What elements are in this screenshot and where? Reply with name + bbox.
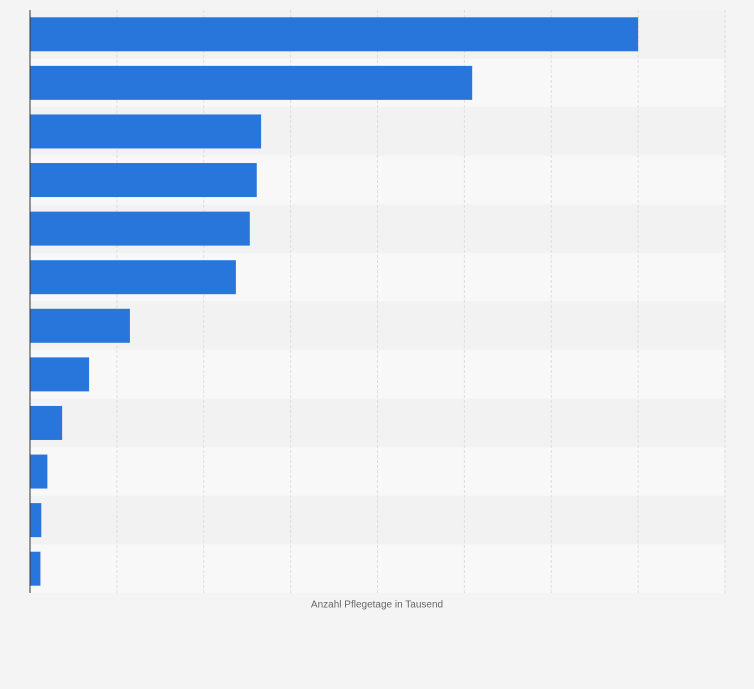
bar — [30, 65, 473, 100]
bar — [30, 163, 257, 198]
bar — [30, 17, 639, 52]
x-axis-label: Anzahl Pflegetage in Tausend — [311, 600, 443, 611]
bar — [30, 357, 90, 392]
bar — [30, 454, 48, 489]
bar — [30, 260, 236, 295]
bars — [30, 17, 639, 586]
bar — [30, 503, 42, 538]
bar — [30, 114, 262, 149]
bar — [30, 405, 63, 440]
bar — [30, 551, 41, 586]
bar — [30, 308, 130, 343]
bar — [30, 211, 250, 246]
